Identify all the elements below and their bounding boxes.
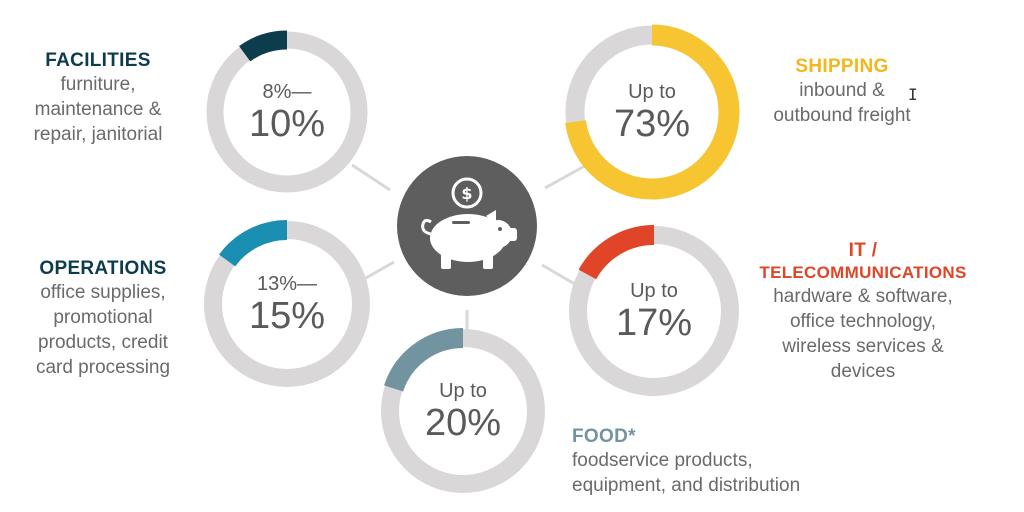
ring-arc-facilities bbox=[239, 30, 288, 62]
ring-facilities: 8%—10% bbox=[206, 30, 368, 193]
piggy-bank-coin-icon: $ bbox=[421, 177, 517, 269]
facilities-desc-line-3: repair, janitorial bbox=[33, 124, 163, 145]
label-operations: OPERATIONS office supplies, promotional … bbox=[20, 258, 186, 380]
center-hub: $ bbox=[397, 156, 537, 296]
it-desc-line-2: office technology, bbox=[789, 311, 937, 332]
it-desc-line-3: wireless services & bbox=[782, 336, 944, 357]
ring-top-text-facilities: 8%— bbox=[263, 81, 312, 103]
shipping-desc-line-2: outbound freight bbox=[773, 105, 911, 126]
text-cursor-icon: I bbox=[908, 85, 918, 104]
facilities-desc-line-1: furniture, bbox=[60, 74, 136, 95]
operations-desc-line-3: products, credit bbox=[38, 332, 168, 353]
operations-desc-line-2: promotional bbox=[53, 307, 153, 328]
ring-top-text-shipping: Up to bbox=[628, 81, 676, 103]
ring-top-text-it: Up to bbox=[630, 280, 678, 302]
shipping-desc-line-1: inbound & bbox=[799, 80, 885, 101]
shipping-title: SHIPPING bbox=[795, 56, 889, 77]
label-it: IT / TELECOMMUNICATIONS hardware & softw… bbox=[750, 240, 976, 384]
facilities-desc-line-2: maintenance & bbox=[34, 99, 162, 120]
label-facilities: FACILITIES furniture, maintenance & repa… bbox=[14, 50, 182, 147]
ring-main-text-operations: 15% bbox=[249, 295, 325, 337]
ring-arc-shipping bbox=[565, 24, 740, 200]
ring-main-text-facilities: 10% bbox=[249, 103, 325, 145]
ring-operations: 13%—15% bbox=[204, 220, 370, 387]
food-desc-line-2: equipment, and distribution bbox=[572, 475, 801, 496]
it-desc-line-1: hardware & software, bbox=[773, 286, 953, 307]
it-title-line-1: IT / bbox=[848, 240, 878, 261]
food-desc-line-1: foodservice products, bbox=[572, 450, 753, 471]
ring-main-text-it: 17% bbox=[616, 302, 692, 344]
it-desc-line-4: devices bbox=[830, 361, 896, 382]
connector-facilities bbox=[351, 163, 391, 192]
ring-main-text-shipping: 73% bbox=[614, 103, 690, 145]
facilities-title: FACILITIES bbox=[45, 50, 151, 71]
label-food: FOOD* foodservice products, equipment, a… bbox=[572, 426, 862, 498]
food-title: FOOD* bbox=[572, 426, 636, 447]
operations-desc-line-1: office supplies, bbox=[40, 282, 166, 303]
operations-desc-line-4: card processing bbox=[35, 357, 171, 378]
svg-text:$: $ bbox=[461, 184, 472, 203]
ring-arc-food bbox=[384, 328, 464, 392]
it-title-line-2: TELECOMMUNICATIONS bbox=[759, 263, 967, 282]
ring-arc-it bbox=[578, 225, 655, 280]
operations-title: OPERATIONS bbox=[39, 258, 167, 279]
connector-shipping bbox=[544, 161, 591, 190]
label-shipping: SHIPPING inbound & outbound freight bbox=[752, 56, 932, 128]
ring-top-text-operations: 13%— bbox=[257, 273, 317, 295]
ring-main-text-food: 20% bbox=[425, 402, 501, 444]
ring-top-text-food: Up to bbox=[439, 380, 487, 402]
ring-arc-operations bbox=[219, 220, 288, 267]
